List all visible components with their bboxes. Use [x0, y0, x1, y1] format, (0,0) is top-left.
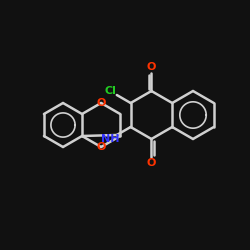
Text: O: O [96, 98, 106, 108]
Text: O: O [147, 62, 156, 72]
Text: Cl: Cl [105, 86, 117, 97]
Text: O: O [96, 142, 106, 152]
Text: NH: NH [100, 134, 119, 144]
Text: O: O [147, 158, 156, 168]
